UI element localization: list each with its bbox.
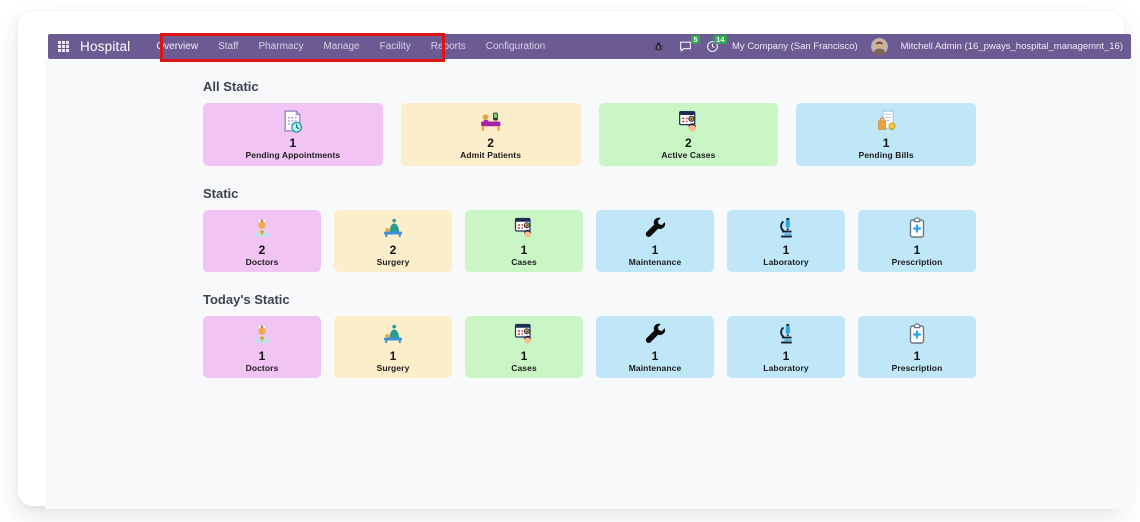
- stat-label: Surgery: [376, 362, 410, 373]
- apps-grid-icon[interactable]: [58, 41, 69, 52]
- main-menu: Overview Staff Pharmacy Manage Facility …: [146, 34, 555, 59]
- user-avatar[interactable]: [870, 38, 888, 55]
- stat-label: Cases: [511, 362, 537, 373]
- messages-badge: 5: [690, 34, 701, 44]
- stat-value: 1: [782, 348, 790, 363]
- stat-label: Surgery: [376, 256, 410, 267]
- app-window: Hospital Overview Staff Pharmacy Manage …: [18, 12, 1132, 509]
- menu-item-staff[interactable]: Staff: [218, 41, 239, 52]
- stat-card-cases-today[interactable]: 1 Cases: [465, 316, 583, 378]
- case-board-icon: [512, 321, 536, 348]
- bug-icon[interactable]: [651, 40, 665, 54]
- doctor-icon: [250, 321, 274, 348]
- stat-card-maintenance-today[interactable]: 1 Maintenance: [596, 316, 714, 378]
- stat-card-prescription[interactable]: 1 Prescription: [858, 210, 976, 272]
- prescription-clipboard-icon: [905, 321, 929, 348]
- stat-value: 1: [389, 348, 397, 363]
- stat-value: 2: [389, 242, 397, 257]
- stat-card-surgery[interactable]: 2 Surgery: [334, 210, 452, 272]
- menu-item-reports[interactable]: Reports: [430, 41, 466, 52]
- stat-label: Maintenance: [628, 256, 682, 267]
- top-navbar: Hospital Overview Staff Pharmacy Manage …: [48, 34, 1131, 59]
- menu-item-facility[interactable]: Facility: [379, 41, 411, 52]
- stat-label: Admit Patients: [460, 150, 522, 160]
- appointment-document-clock-icon: [280, 108, 305, 135]
- messages-icon[interactable]: 5: [678, 34, 701, 54]
- menu-item-manage[interactable]: Manage: [323, 41, 360, 52]
- case-board-icon: [512, 215, 536, 242]
- user-menu[interactable]: Mitchell Admin (16_pways_hospital_manage…: [900, 41, 1123, 52]
- all-static-cards-row: 1 Pending Appointments 2 Admit Patients …: [203, 103, 976, 166]
- activities-badge: 14: [713, 34, 728, 44]
- stat-label: Prescription: [891, 362, 943, 373]
- stat-card-laboratory-today[interactable]: 1 Laboratory: [727, 316, 845, 378]
- stat-card-prescription-today[interactable]: 1 Prescription: [858, 316, 976, 378]
- dashboard-content: All Static 1 Pending Appointments 2 Admi…: [45, 59, 1132, 509]
- bill-receipt-icon: [874, 108, 899, 135]
- stat-value: 1: [913, 348, 921, 363]
- app-brand[interactable]: Hospital: [80, 39, 131, 54]
- stat-label: Maintenance: [628, 362, 682, 373]
- section-title-static: Static: [203, 186, 239, 201]
- stat-value: 1: [882, 136, 890, 150]
- stat-value: 1: [651, 242, 659, 257]
- todays-static-cards-row: 1 Doctors 1 Surgery 1 Cases: [203, 316, 976, 378]
- surgery-table-icon: [381, 215, 405, 242]
- stat-label: Prescription: [891, 256, 943, 267]
- stat-value: 1: [520, 348, 528, 363]
- microscope-icon: [774, 215, 798, 242]
- static-cards-row: 2 Doctors 2 Surgery 1 Cases: [203, 210, 976, 272]
- microscope-icon: [774, 321, 798, 348]
- stat-value: 1: [258, 348, 266, 363]
- stat-card-active-cases[interactable]: 2 Active Cases: [598, 103, 779, 166]
- stat-card-doctors-today[interactable]: 1 Doctors: [203, 316, 321, 378]
- case-board-icon: [676, 108, 701, 135]
- patient-bed-icon: [478, 108, 503, 135]
- stat-label: Pending Appointments: [245, 150, 341, 160]
- stat-value: 2: [685, 136, 692, 150]
- stat-label: Cases: [511, 256, 537, 267]
- stat-card-pending-bills[interactable]: 1 Pending Bills: [796, 103, 976, 166]
- stat-card-surgery-today[interactable]: 1 Surgery: [334, 316, 452, 378]
- stat-label: Active Cases: [661, 150, 716, 160]
- activities-clock-icon[interactable]: 14: [705, 34, 728, 54]
- stat-label: Pending Bills: [858, 150, 914, 160]
- stat-value: 1: [782, 242, 790, 257]
- stat-card-cases[interactable]: 1 Cases: [465, 210, 583, 272]
- wrench-icon: [643, 321, 668, 348]
- menu-item-pharmacy[interactable]: Pharmacy: [258, 41, 304, 52]
- prescription-clipboard-icon: [905, 215, 929, 242]
- systray: 5 14 My Company (San Francisco) Mitchell…: [651, 34, 1123, 55]
- section-title-todays-static: Today's Static: [203, 292, 290, 307]
- doctor-icon: [250, 215, 274, 242]
- menu-item-configuration[interactable]: Configuration: [485, 41, 546, 52]
- stat-label: Laboratory: [763, 256, 809, 267]
- stat-value: 1: [651, 348, 659, 363]
- section-title-all-static: All Static: [203, 79, 259, 94]
- stat-value: 2: [487, 136, 494, 150]
- stat-value: 2: [258, 242, 266, 257]
- stat-card-laboratory[interactable]: 1 Laboratory: [727, 210, 845, 272]
- company-switcher[interactable]: My Company (San Francisco): [732, 41, 858, 52]
- stat-label: Doctors: [245, 362, 279, 373]
- stat-card-admit-patients[interactable]: 2 Admit Patients: [400, 103, 581, 166]
- stat-card-doctors[interactable]: 2 Doctors: [203, 210, 321, 272]
- wrench-icon: [643, 215, 668, 242]
- stat-card-maintenance[interactable]: 1 Maintenance: [596, 210, 714, 272]
- stat-value: 1: [289, 136, 297, 150]
- stat-card-pending-appointments[interactable]: 1 Pending Appointments: [203, 103, 383, 166]
- stat-value: 1: [520, 242, 528, 257]
- stat-label: Laboratory: [763, 362, 809, 373]
- stat-label: Doctors: [245, 256, 279, 267]
- stat-value: 1: [913, 242, 921, 257]
- menu-item-overview[interactable]: Overview: [156, 41, 199, 52]
- surgery-table-icon: [381, 321, 405, 348]
